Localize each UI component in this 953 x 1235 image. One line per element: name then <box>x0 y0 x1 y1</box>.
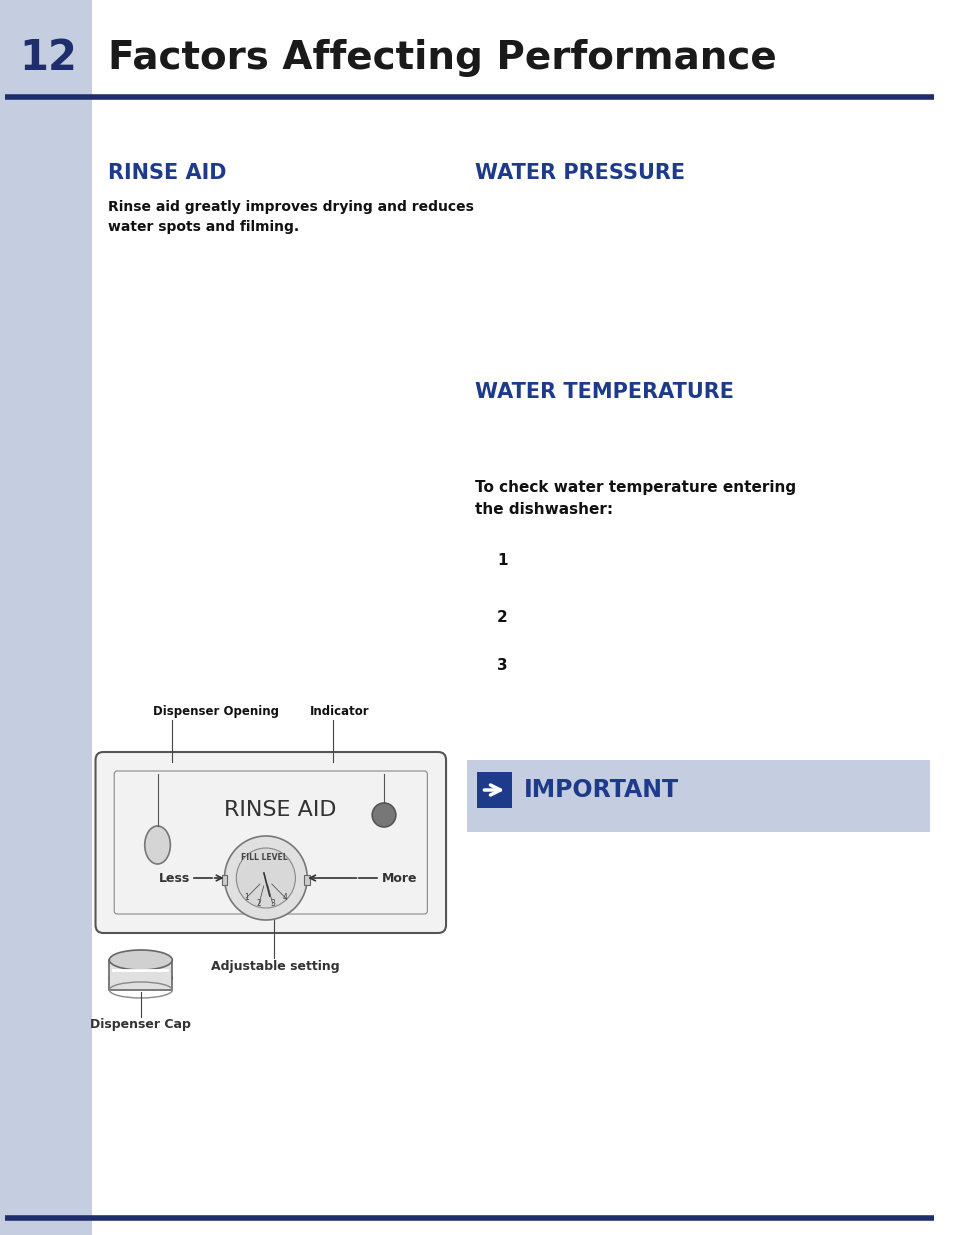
Text: IMPORTANT: IMPORTANT <box>523 778 679 802</box>
Text: WATER TEMPERATURE: WATER TEMPERATURE <box>474 382 733 403</box>
Text: RINSE AID: RINSE AID <box>224 800 336 820</box>
FancyBboxPatch shape <box>5 10 91 91</box>
Text: Less: Less <box>158 872 190 884</box>
FancyBboxPatch shape <box>466 760 928 832</box>
FancyBboxPatch shape <box>304 876 310 885</box>
FancyBboxPatch shape <box>110 960 172 990</box>
Text: FILL LEVEL: FILL LEVEL <box>240 853 287 862</box>
Ellipse shape <box>145 826 171 864</box>
FancyBboxPatch shape <box>95 752 446 932</box>
Text: More: More <box>381 872 417 884</box>
Text: 3: 3 <box>270 899 274 909</box>
Text: 12: 12 <box>19 37 77 79</box>
Text: 1: 1 <box>497 553 507 568</box>
Text: 2: 2 <box>256 899 261 909</box>
Text: To check water temperature entering
the dishwasher:: To check water temperature entering the … <box>474 480 795 517</box>
Text: Adjustable setting: Adjustable setting <box>212 960 339 973</box>
FancyBboxPatch shape <box>0 0 91 1235</box>
Text: 2: 2 <box>497 610 507 625</box>
Circle shape <box>372 803 395 827</box>
Text: Dispenser Opening: Dispenser Opening <box>152 705 278 718</box>
Text: Dispenser Cap: Dispenser Cap <box>91 1018 191 1031</box>
Ellipse shape <box>110 968 172 988</box>
Text: 1: 1 <box>244 893 249 903</box>
Ellipse shape <box>110 950 172 969</box>
FancyBboxPatch shape <box>221 876 227 885</box>
Text: 4: 4 <box>283 893 288 903</box>
Text: Rinse aid greatly improves drying and reduces
water spots and filming.: Rinse aid greatly improves drying and re… <box>109 200 474 233</box>
Text: WATER PRESSURE: WATER PRESSURE <box>474 163 684 183</box>
Text: Factors Affecting Performance: Factors Affecting Performance <box>109 40 777 77</box>
Circle shape <box>224 836 307 920</box>
Text: Indicator: Indicator <box>310 705 370 718</box>
FancyBboxPatch shape <box>476 772 512 808</box>
Circle shape <box>236 848 295 908</box>
Text: RINSE AID: RINSE AID <box>109 163 227 183</box>
Text: 3: 3 <box>497 658 507 673</box>
